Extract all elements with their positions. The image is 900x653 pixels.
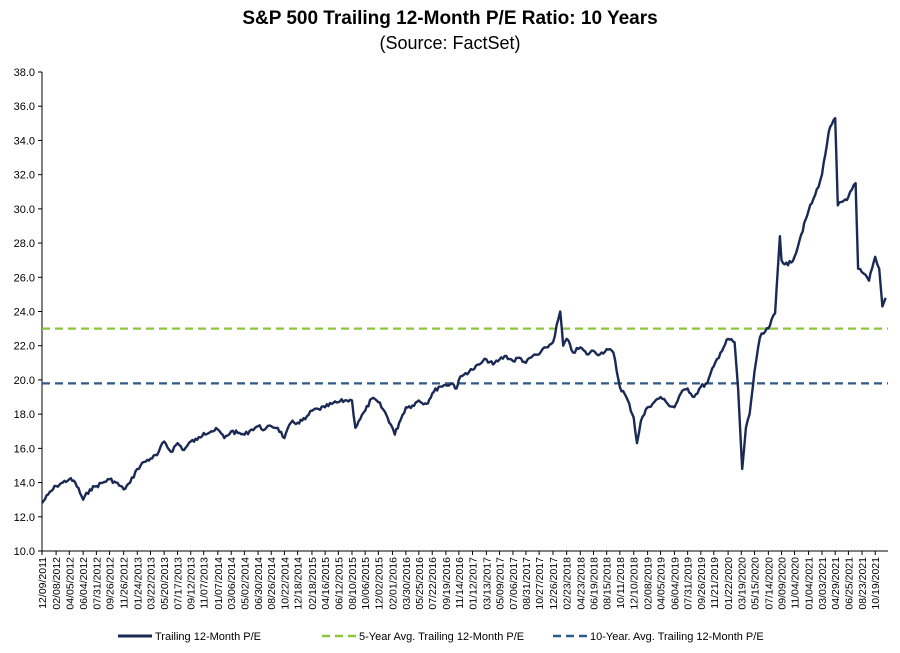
x-tick-label: 07/31/2012 xyxy=(91,557,103,610)
x-tick-label: 05/15/2020 xyxy=(749,557,761,610)
x-tick-label: 06/19/2018 xyxy=(588,557,600,610)
x-tick-label: 06/12/2015 xyxy=(333,557,345,610)
x-tick-label: 12/10/2018 xyxy=(629,557,641,610)
x-tick-label: 03/06/2014 xyxy=(226,557,238,610)
chart-subtitle: (Source: FactSet) xyxy=(379,33,520,53)
x-tick-label: 02/18/2015 xyxy=(307,557,319,610)
y-tick-label: 32.0 xyxy=(14,170,35,182)
legend-item-2: 10-Year. Avg. Trailing 12-Month P/E xyxy=(553,631,764,643)
x-tick-label: 07/22/2016 xyxy=(427,557,439,610)
y-tick-label: 22.0 xyxy=(14,341,35,353)
x-tick-label: 05/02/2014 xyxy=(239,557,251,610)
x-tick-label: 07/31/2019 xyxy=(683,557,695,610)
legend-item-1: 5-Year Avg. Trailing 12-Month P/E xyxy=(322,631,524,643)
y-axis: 38.0 36.0 34.0 32.0 30.0 28.0 26.0 24.0 22.0 20.0… xyxy=(14,67,43,558)
x-tick-label: 01/04/2021 xyxy=(804,557,816,610)
legend-item-0: Trailing 12-Month P/E xyxy=(118,631,261,643)
x-tick-label: 12/26/2017 xyxy=(548,557,560,610)
x-tick-label: 05/25/2016 xyxy=(414,557,426,610)
x-tick-label: 08/10/2015 xyxy=(347,557,359,610)
y-tick-label: 26.0 xyxy=(14,272,35,284)
x-tick-label: 04/29/2021 xyxy=(830,557,842,610)
x-tick-label: 11/21/2019 xyxy=(709,557,721,609)
x-tick-label: 04/05/2019 xyxy=(656,557,668,610)
x-tick-label: 08/15/2018 xyxy=(602,557,614,610)
y-tick-label: 10.0 xyxy=(14,546,35,558)
x-tick-label: 11/04/2020 xyxy=(790,557,802,609)
x-tick-label: 01/07/2014 xyxy=(213,557,225,610)
x-tick-label: 10/27/2017 xyxy=(534,557,546,610)
x-tick-label: 12/02/2015 xyxy=(373,557,385,610)
x-tick-label: 03/22/2013 xyxy=(145,557,157,610)
x-tick-label: 08/26/2014 xyxy=(266,557,278,610)
x-tick-label: 01/22/2020 xyxy=(723,557,735,610)
x-tick-label: 08/23/2021 xyxy=(857,557,869,610)
x-tick-label: 10/06/2015 xyxy=(360,557,372,610)
x-axis: 12/09/2011 02/08/2012 04/05/2012 06/04/2012… xyxy=(37,550,888,610)
x-tick-label: 07/14/2020 xyxy=(763,557,775,610)
x-tick-label: 06/30/2014 xyxy=(253,557,265,610)
x-tick-label: 01/12/2017 xyxy=(467,557,479,610)
y-tick-label: 30.0 xyxy=(14,204,35,216)
average-lines xyxy=(42,327,888,385)
x-tick-label: 04/16/2015 xyxy=(320,557,332,610)
x-tick-label: 03/03/2021 xyxy=(817,557,829,610)
x-tick-label: 06/04/2012 xyxy=(78,557,90,610)
x-tick-label: 04/23/2018 xyxy=(575,557,587,610)
x-tick-label: 03/13/2017 xyxy=(481,557,493,610)
y-tick-label: 20.0 xyxy=(14,375,35,387)
x-tick-label: 02/08/2012 xyxy=(51,557,63,610)
x-tick-label: 06/04/2019 xyxy=(669,557,681,610)
x-tick-label: 09/09/2020 xyxy=(777,557,789,610)
y-tick-label: 14.0 xyxy=(14,478,35,490)
trailing-pe-series-line xyxy=(41,117,887,504)
y-tick-label: 28.0 xyxy=(14,238,35,250)
legend-label: Trailing 12-Month P/E xyxy=(155,631,261,643)
x-tick-label: 09/26/2019 xyxy=(696,557,708,610)
chart-title: S&P 500 Trailing 12-Month P/E Ratio: 10 … xyxy=(242,8,657,29)
x-tick-label: 08/31/2017 xyxy=(521,557,533,610)
x-tick-label: 09/12/2013 xyxy=(186,557,198,610)
x-tick-label: 12/18/2014 xyxy=(293,557,305,610)
x-tick-label: 07/17/2013 xyxy=(173,557,185,610)
x-tick-label: 11/26/2012 xyxy=(119,557,131,609)
x-tick-label: 07/06/2017 xyxy=(508,557,520,610)
y-tick-label: 18.0 xyxy=(14,409,35,421)
y-tick-label: 38.0 xyxy=(14,67,35,79)
x-tick-label: 05/20/2013 xyxy=(159,557,171,610)
x-tick-label: 01/24/2013 xyxy=(132,557,144,610)
y-tick-label: 12.0 xyxy=(14,512,35,524)
x-tick-label: 03/19/2020 xyxy=(736,557,748,610)
legend-label: 10-Year. Avg. Trailing 12-Month P/E xyxy=(590,631,764,643)
legend: Trailing 12-Month P/E 5-Year Avg. Trailin… xyxy=(118,631,764,643)
x-tick-label: 11/14/2016 xyxy=(454,557,466,609)
x-tick-label: 06/25/2021 xyxy=(843,557,855,610)
y-tick-label: 34.0 xyxy=(14,135,35,147)
x-tick-label: 03/30/2016 xyxy=(401,557,413,610)
y-tick-label: 24.0 xyxy=(14,307,35,319)
x-tick-label: 04/05/2012 xyxy=(64,557,76,610)
x-tick-label: 09/26/2012 xyxy=(105,557,117,610)
x-tick-label: 10/22/2014 xyxy=(279,557,291,610)
x-tick-label: 11/07/2013 xyxy=(199,557,211,609)
x-tick-label: 09/19/2016 xyxy=(441,557,453,610)
x-tick-label: 05/09/2017 xyxy=(495,557,507,610)
x-tick-label: 02/08/2019 xyxy=(643,557,655,610)
x-tick-label: 12/09/2011 xyxy=(37,557,49,609)
y-tick-label: 16.0 xyxy=(14,443,35,455)
legend-label: 5-Year Avg. Trailing 12-Month P/E xyxy=(359,631,524,643)
x-tick-label: 10/11/2018 xyxy=(615,557,627,609)
x-tick-label: 10/19/2021 xyxy=(870,557,882,610)
y-tick-label: 36.0 xyxy=(14,101,35,113)
x-tick-label: 02/23/2018 xyxy=(562,557,574,610)
x-tick-label: 02/01/2016 xyxy=(387,557,399,610)
